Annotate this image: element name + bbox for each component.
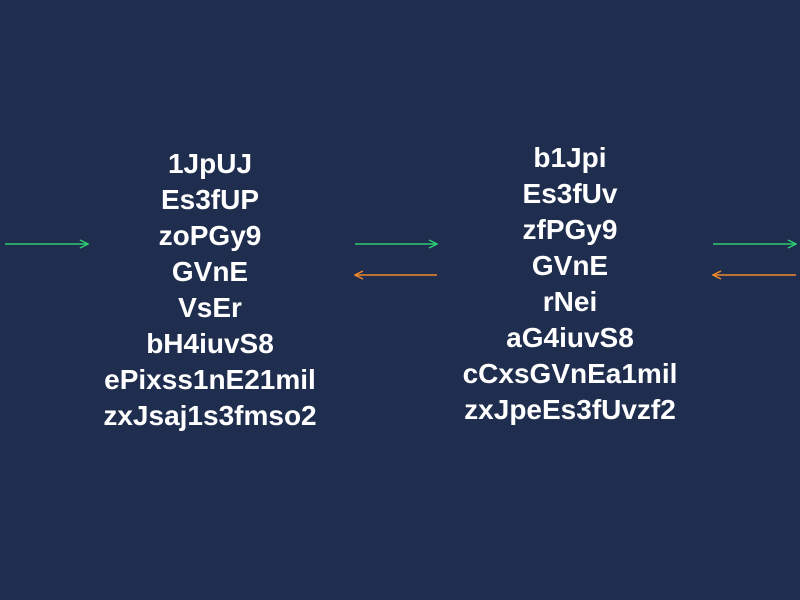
right-line: GVnE — [531, 250, 609, 281]
left-line: 1JpUJ — [167, 148, 253, 179]
right-text-block: b1Jpi Es3fUv zfPGy9 GVnE rNei aG4iuvS8 c… — [420, 140, 720, 428]
right-line: rNei — [542, 286, 598, 317]
left-line: ePixss1nE21mil — [104, 364, 316, 395]
left-line: zoPGy9 — [158, 220, 262, 251]
right-line: zxJpeEs3fUvzf2 — [464, 394, 676, 425]
right-line: zfPGy9 — [522, 214, 618, 245]
right-line: aG4iuvS8 — [506, 322, 634, 353]
right-line: cCxsGVnEa1mil — [462, 358, 678, 389]
left-line: bH4iuvS8 — [146, 328, 274, 359]
left-text-block: 1JpUJ Es3fUP zoPGy9 GVnE VsEr bH4iuvS8 e… — [60, 146, 360, 434]
left-line: GVnE — [171, 256, 249, 287]
right-line: Es3fUv — [522, 178, 618, 209]
left-line: VsEr — [178, 292, 242, 323]
right-line: b1Jpi — [533, 142, 607, 173]
left-line: Es3fUP — [160, 184, 260, 215]
left-line: zxJsaj1s3fmso2 — [103, 400, 317, 431]
